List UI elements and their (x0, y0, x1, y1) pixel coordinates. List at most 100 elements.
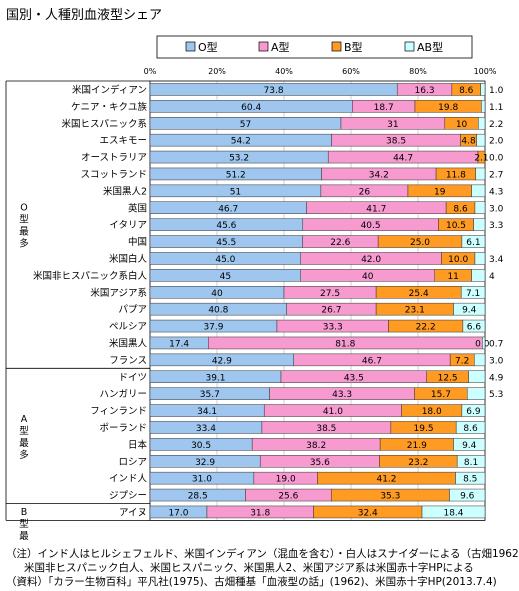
row-label-7: 米国黒人2 (103, 185, 147, 197)
bar-15-4 (462, 319, 486, 333)
value-label-25-3: 35.3 (380, 492, 400, 502)
bar-6-4 (475, 167, 486, 181)
bar-22-4 (453, 438, 486, 451)
row-label-12: 米国非ヒスパニック系白人 (33, 270, 148, 282)
value-label-11-4: 3.4 (489, 255, 504, 265)
value-label-10-3: 25.0 (410, 238, 430, 248)
legend-label-1: O型 (198, 40, 218, 54)
bar-18-4 (468, 370, 486, 383)
value-label-2-2: 18.7 (374, 103, 394, 113)
legend-swatch-1 (185, 41, 196, 52)
legend-swatch-4 (404, 41, 415, 52)
value-label-4-1: 54.2 (231, 137, 251, 147)
value-label-6-1: 51.2 (226, 170, 246, 180)
bar-20-4 (461, 404, 486, 417)
chart-title: 国別・人種別血液型シェア (6, 8, 163, 23)
row-label-2: ケニア・キクユ族 (71, 101, 148, 113)
value-label-24-3: 41.2 (376, 475, 396, 485)
row-label-15: ペルシア (109, 322, 147, 333)
value-label-11-3: 10.0 (448, 255, 468, 265)
note-line-2: 米国非ヒスパニック白人、米国ヒスパニック、米国黒人2、米国アジア系は米国赤十字H… (24, 562, 474, 574)
value-label-9-1: 45.6 (216, 221, 236, 231)
row-label-20: フィンランド (90, 406, 147, 417)
value-label-20-3: 18.0 (422, 407, 442, 417)
value-label-26-3: 32.4 (358, 508, 378, 518)
value-label-23-3: 23.2 (408, 458, 428, 468)
value-label-2-1: 60.4 (241, 103, 261, 113)
row-label-26: アイヌ (119, 507, 147, 518)
note-line-3: （資料）「カラー生物百科」平凡社(1975)、古畑種基「血液型の話」(1962)… (6, 576, 497, 588)
bar-4-4 (476, 133, 486, 147)
value-label-10-4: 6.1 (466, 238, 480, 248)
value-label-25-2: 25.6 (278, 492, 298, 502)
value-label-5-2: 44.7 (393, 154, 413, 164)
row-label-14: パプア (118, 305, 147, 316)
value-label-26-1: 17.0 (168, 508, 188, 518)
value-label-20-2: 41.0 (323, 407, 343, 417)
value-label-19-1: 35.7 (200, 390, 220, 400)
value-label-6-4: 2.7 (489, 170, 503, 180)
value-label-5-4: 0.0 (489, 154, 504, 164)
value-label-23-2: 35.6 (310, 458, 330, 468)
value-label-3-4: 2.2 (489, 120, 503, 130)
value-label-16-2: 81.8 (335, 339, 355, 349)
value-label-5-3: 2.1 (474, 154, 488, 164)
value-label-13-1: 40 (211, 289, 223, 299)
group-label-1: O 型最多 (19, 203, 29, 250)
value-label-14-1: 40.8 (208, 306, 228, 316)
value-label-13-2: 27.5 (320, 289, 340, 299)
bar-9-4 (473, 218, 486, 231)
x-tick-0pct: 0% (144, 67, 157, 76)
row-label-3: 米国ヒスパニック系 (61, 118, 147, 130)
value-label-22-1: 30.5 (191, 441, 211, 451)
value-label-14-3: 23.1 (405, 306, 425, 316)
value-label-17-4: 3.0 (489, 356, 504, 366)
group-label-2: A 型最多 (19, 414, 29, 461)
value-label-22-2: 38.2 (306, 441, 326, 451)
value-label-6-3: 11.8 (446, 170, 466, 180)
value-label-19-3: 15.7 (431, 390, 451, 400)
row-label-23: ロシア (118, 457, 147, 468)
value-label-8-1: 46.7 (218, 204, 238, 214)
row-label-21: ポーランド (99, 423, 147, 434)
value-label-23-4: 8.1 (464, 458, 478, 468)
bar-11-4 (474, 252, 486, 265)
value-label-1-3: 8.6 (459, 86, 474, 96)
plot-area (149, 80, 486, 521)
value-label-11-2: 42.0 (361, 255, 381, 265)
bar-2-4 (481, 100, 486, 113)
value-label-19-2: 43.3 (332, 390, 352, 400)
row-label-17: フランス (109, 355, 147, 366)
value-label-12-3: 11 (447, 272, 458, 282)
value-label-9-4: 3.3 (489, 221, 503, 231)
bar-19-4 (466, 387, 486, 400)
value-label-8-2: 41.7 (366, 204, 386, 214)
bar-23-4 (456, 455, 486, 468)
value-label-21-4: 8.6 (463, 424, 478, 434)
value-label-18-2: 43.5 (344, 373, 364, 383)
value-label-18-1: 39.1 (205, 373, 225, 383)
bar-16-4 (482, 336, 486, 350)
row-label-13: 米国アジア系 (90, 287, 147, 299)
value-label-1-1: 73.8 (264, 86, 284, 96)
bar-8-4 (474, 201, 486, 214)
row-label-24: インド人 (109, 474, 148, 485)
value-label-6-2: 34.2 (369, 170, 389, 180)
value-label-21-1: 33.4 (196, 424, 216, 434)
bar-14-4 (453, 302, 486, 316)
value-label-24-2: 19.0 (276, 475, 296, 485)
x-tick-100pct: 100% (474, 67, 497, 76)
value-label-2-4: 1.1 (489, 103, 503, 113)
bar-1-4 (480, 83, 486, 96)
bar-24-4 (455, 471, 486, 485)
bar-25-4 (449, 488, 486, 502)
value-label-5-1: 53.2 (229, 154, 249, 164)
value-label-7-3: 19 (434, 187, 446, 197)
bar-21-4 (455, 421, 486, 434)
legend-label-2: A型 (271, 40, 290, 54)
value-label-24-1: 31.0 (192, 475, 212, 485)
note-line-1: （注）インド人はヒルシェフェルド、米国インディアン（混血を含む）・白人はスナイダ… (6, 548, 519, 560)
value-label-12-4: 4 (489, 272, 495, 282)
value-label-26-4: 18.4 (443, 508, 463, 518)
row-label-11: 米国白人 (109, 253, 148, 265)
